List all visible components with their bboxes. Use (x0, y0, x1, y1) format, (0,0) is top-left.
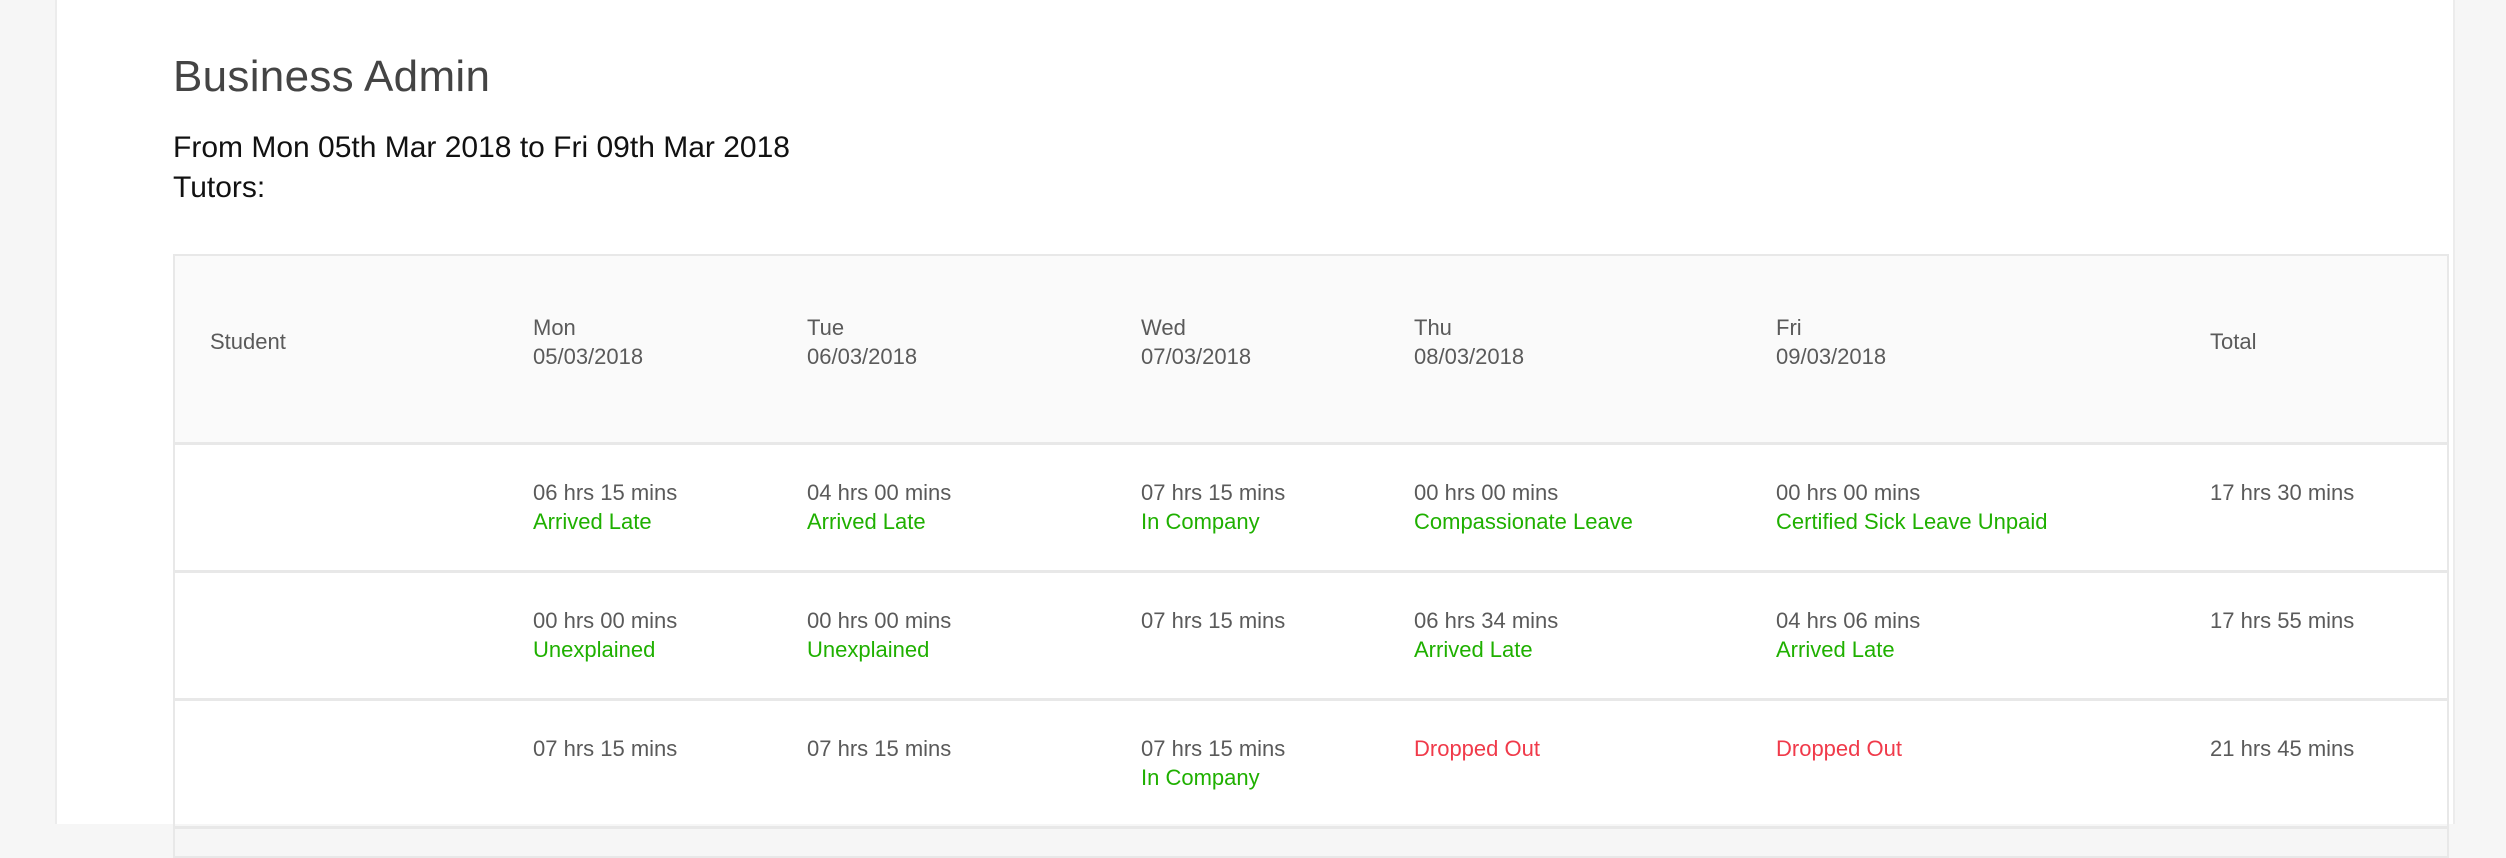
hours-value: 07 hrs 15 mins (1141, 480, 1286, 505)
hours-value: 00 hrs 00 mins (533, 608, 678, 633)
attendance-status: Arrived Late (807, 509, 926, 534)
tutors-label: Tutors: (173, 171, 266, 204)
day-cell: 00 hrs 00 mins Certified Sick Leave Unpai… (1776, 478, 2047, 536)
column-header-wed: Wed 07/03/2018 (1141, 313, 1251, 371)
header-day: Tue (807, 315, 845, 340)
hours-value: 06 hrs 15 mins (533, 480, 678, 505)
day-cell: 07 hrs 15 mins (1141, 606, 1285, 635)
header-day: Total (2210, 329, 2257, 354)
attendance-status: Arrived Late (1776, 637, 1895, 662)
header-day: Wed (1141, 315, 1186, 340)
day-cell: 07 hrs 15 mins In Company (1141, 478, 1285, 536)
header-day: Thu (1414, 315, 1452, 340)
hours-value: 04 hrs 00 mins (807, 480, 952, 505)
header-date: 08/03/2018 (1414, 344, 1525, 369)
column-header-mon: Mon 05/03/2018 (533, 313, 643, 371)
day-cell: 07 hrs 15 mins In Company (1141, 734, 1285, 792)
column-header-thu: Thu 08/03/2018 (1414, 313, 1524, 371)
day-cell: 07 hrs 15 mins (533, 734, 677, 763)
table-row: 07 hrs 15 mins 07 hrs 15 mins 07 hrs 15 mi… (175, 701, 2447, 829)
table-header: Student Mon 05/03/2018 Tue 06/03/2018 Wed 07/0… (175, 256, 2447, 445)
header-date: 07/03/2018 (1141, 344, 1252, 369)
attendance-status: Certified Sick Leave Unpaid (1776, 509, 2048, 534)
date-range: From Mon 05th Mar 2018 to Fri 09th Mar 2… (173, 131, 790, 164)
day-cell: 00 hrs 00 mins Unexplained (533, 606, 677, 664)
total-cell: 21 hrs 45 mins (2210, 736, 2355, 761)
hours-value: 00 hrs 00 mins (1776, 480, 1921, 505)
table-row: 00 hrs 00 mins Unexplained 00 hrs 00 mins U… (175, 573, 2447, 701)
hours-value: 00 hrs 00 mins (1414, 480, 1559, 505)
attendance-status: Compassionate Leave (1414, 509, 1633, 534)
column-header-total: Total (2210, 327, 2256, 356)
hours-value: 00 hrs 00 mins (807, 608, 952, 633)
hours-value: 07 hrs 15 mins (1141, 608, 1286, 633)
page-title: Business Admin (173, 52, 491, 101)
total-cell: 17 hrs 55 mins (2210, 608, 2355, 633)
day-cell: 04 hrs 00 mins Arrived Late (807, 478, 951, 536)
day-cell: 04 hrs 06 mins Arrived Late (1776, 606, 1920, 664)
total-cell: 17 hrs 30 mins (2210, 480, 2355, 505)
day-cell: 00 hrs 00 mins Compassionate Leave (1414, 478, 1633, 536)
day-cell: 06 hrs 34 mins Arrived Late (1414, 606, 1558, 664)
hours-value: 04 hrs 06 mins (1776, 608, 1921, 633)
attendance-status: Arrived Late (1414, 637, 1533, 662)
header-date: 09/03/2018 (1776, 344, 1887, 369)
attendance-status: Unexplained (533, 637, 656, 662)
attendance-table: Student Mon 05/03/2018 Tue 06/03/2018 Wed 07/0… (173, 254, 2449, 858)
hours-value: 07 hrs 15 mins (1141, 736, 1286, 761)
hours-value: 07 hrs 15 mins (533, 736, 678, 761)
attendance-status: In Company (1141, 765, 1260, 790)
header-day: Student (210, 329, 286, 354)
day-cell: 06 hrs 15 mins Arrived Late (533, 478, 677, 536)
column-header-student: Student (210, 327, 286, 356)
hours-value: 06 hrs 34 mins (1414, 608, 1559, 633)
column-header-fri: Fri 09/03/2018 (1776, 313, 1886, 371)
day-cell: Dropped Out (1414, 734, 1540, 763)
day-cell: 07 hrs 15 mins (807, 734, 951, 763)
attendance-status: Dropped Out (1414, 736, 1540, 761)
attendance-status: In Company (1141, 509, 1260, 534)
day-cell: 00 hrs 00 mins Unexplained (807, 606, 951, 664)
column-header-tue: Tue 06/03/2018 (807, 313, 917, 371)
header-date: 05/03/2018 (533, 344, 644, 369)
header-day: Fri (1776, 315, 1802, 340)
day-cell: Dropped Out (1776, 734, 1902, 763)
header-day: Mon (533, 315, 576, 340)
table-row: 06 hrs 15 mins Arrived Late 04 hrs 00 mins… (175, 445, 2447, 573)
attendance-status: Arrived Late (533, 509, 652, 534)
report-info: From Mon 05th Mar 2018 to Fri 09th Mar 2… (173, 128, 790, 208)
hours-value: 07 hrs 15 mins (807, 736, 952, 761)
attendance-status: Dropped Out (1776, 736, 1902, 761)
attendance-status: Unexplained (807, 637, 930, 662)
header-date: 06/03/2018 (807, 344, 918, 369)
content-panel: Business Admin From Mon 05th Mar 2018 to… (55, 0, 2455, 858)
